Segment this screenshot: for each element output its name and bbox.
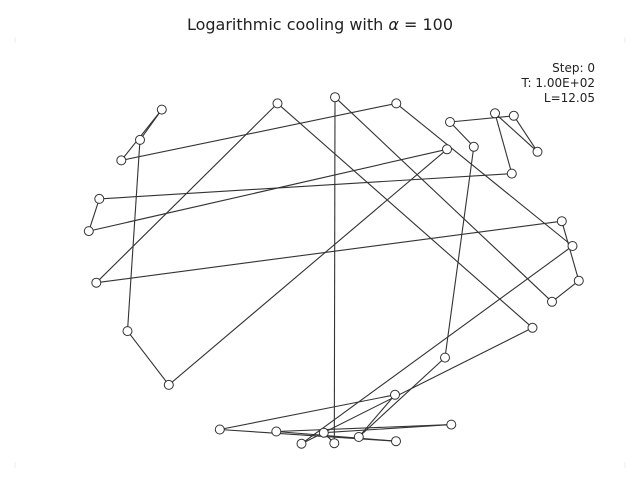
temperature-label: T: 1.00E+02 bbox=[521, 76, 596, 90]
tour-edge bbox=[121, 102, 397, 161]
city-point bbox=[445, 117, 455, 127]
tour-edge bbox=[551, 280, 580, 303]
city-point bbox=[527, 322, 538, 333]
city-point bbox=[506, 168, 517, 179]
city-point bbox=[490, 108, 500, 119]
tour-edge bbox=[168, 148, 448, 386]
tour-edge bbox=[334, 96, 553, 303]
city-point bbox=[508, 110, 519, 121]
tour-edge bbox=[99, 173, 512, 200]
city-point bbox=[272, 98, 283, 109]
city-point bbox=[156, 104, 167, 115]
city-point bbox=[547, 296, 557, 307]
city-point bbox=[391, 436, 401, 447]
tour-edge bbox=[276, 424, 452, 433]
city-point bbox=[116, 155, 127, 166]
city-point bbox=[214, 424, 225, 435]
city-point bbox=[573, 275, 584, 286]
city-point bbox=[440, 352, 450, 363]
city-point bbox=[442, 144, 452, 155]
tour-edge bbox=[494, 112, 538, 153]
tour-edge bbox=[449, 121, 475, 148]
city-point bbox=[556, 216, 567, 227]
city-point bbox=[468, 141, 479, 152]
city-point bbox=[135, 134, 145, 145]
tour-edge bbox=[95, 103, 278, 284]
tour-edge bbox=[88, 198, 100, 232]
tour-edge bbox=[333, 97, 336, 444]
tour-edge bbox=[494, 113, 513, 174]
city-point bbox=[330, 92, 340, 103]
city-point bbox=[353, 432, 364, 442]
city-point bbox=[391, 98, 402, 109]
tour-edge bbox=[127, 330, 170, 386]
city-point bbox=[122, 326, 133, 337]
tour-edge bbox=[120, 109, 163, 161]
city-point bbox=[532, 146, 543, 157]
tour-edge bbox=[126, 139, 141, 332]
city-markers bbox=[83, 92, 584, 449]
tour-edge bbox=[449, 115, 514, 123]
step-label: Step: 0 bbox=[552, 61, 595, 75]
chart-title: Logarithmic cooling with α = 100 bbox=[187, 15, 453, 34]
tour-edge bbox=[513, 115, 538, 153]
tour-edge bbox=[219, 394, 396, 431]
tour-edge bbox=[561, 221, 580, 281]
tour-edge bbox=[358, 357, 446, 438]
city-point bbox=[296, 438, 307, 449]
tour-edge bbox=[395, 102, 573, 247]
length-label: L=12.05 bbox=[544, 91, 595, 105]
tour-edge bbox=[219, 428, 397, 442]
tour-edge bbox=[88, 148, 448, 232]
tour-edge bbox=[277, 102, 533, 329]
city-point bbox=[567, 241, 578, 251]
corner-marks bbox=[14, 37, 626, 468]
city-point bbox=[163, 379, 174, 390]
tour-edge bbox=[96, 220, 562, 284]
city-point bbox=[329, 438, 340, 449]
city-point bbox=[271, 426, 282, 437]
city-point bbox=[390, 389, 400, 400]
city-point bbox=[446, 419, 457, 430]
tour-edge bbox=[444, 146, 475, 358]
tour-edge bbox=[358, 394, 396, 438]
city-point bbox=[94, 193, 105, 204]
city-point bbox=[91, 277, 102, 288]
tour-edge bbox=[301, 327, 533, 445]
city-point bbox=[83, 226, 94, 237]
city-point bbox=[318, 427, 329, 438]
tour-edges bbox=[88, 96, 580, 445]
